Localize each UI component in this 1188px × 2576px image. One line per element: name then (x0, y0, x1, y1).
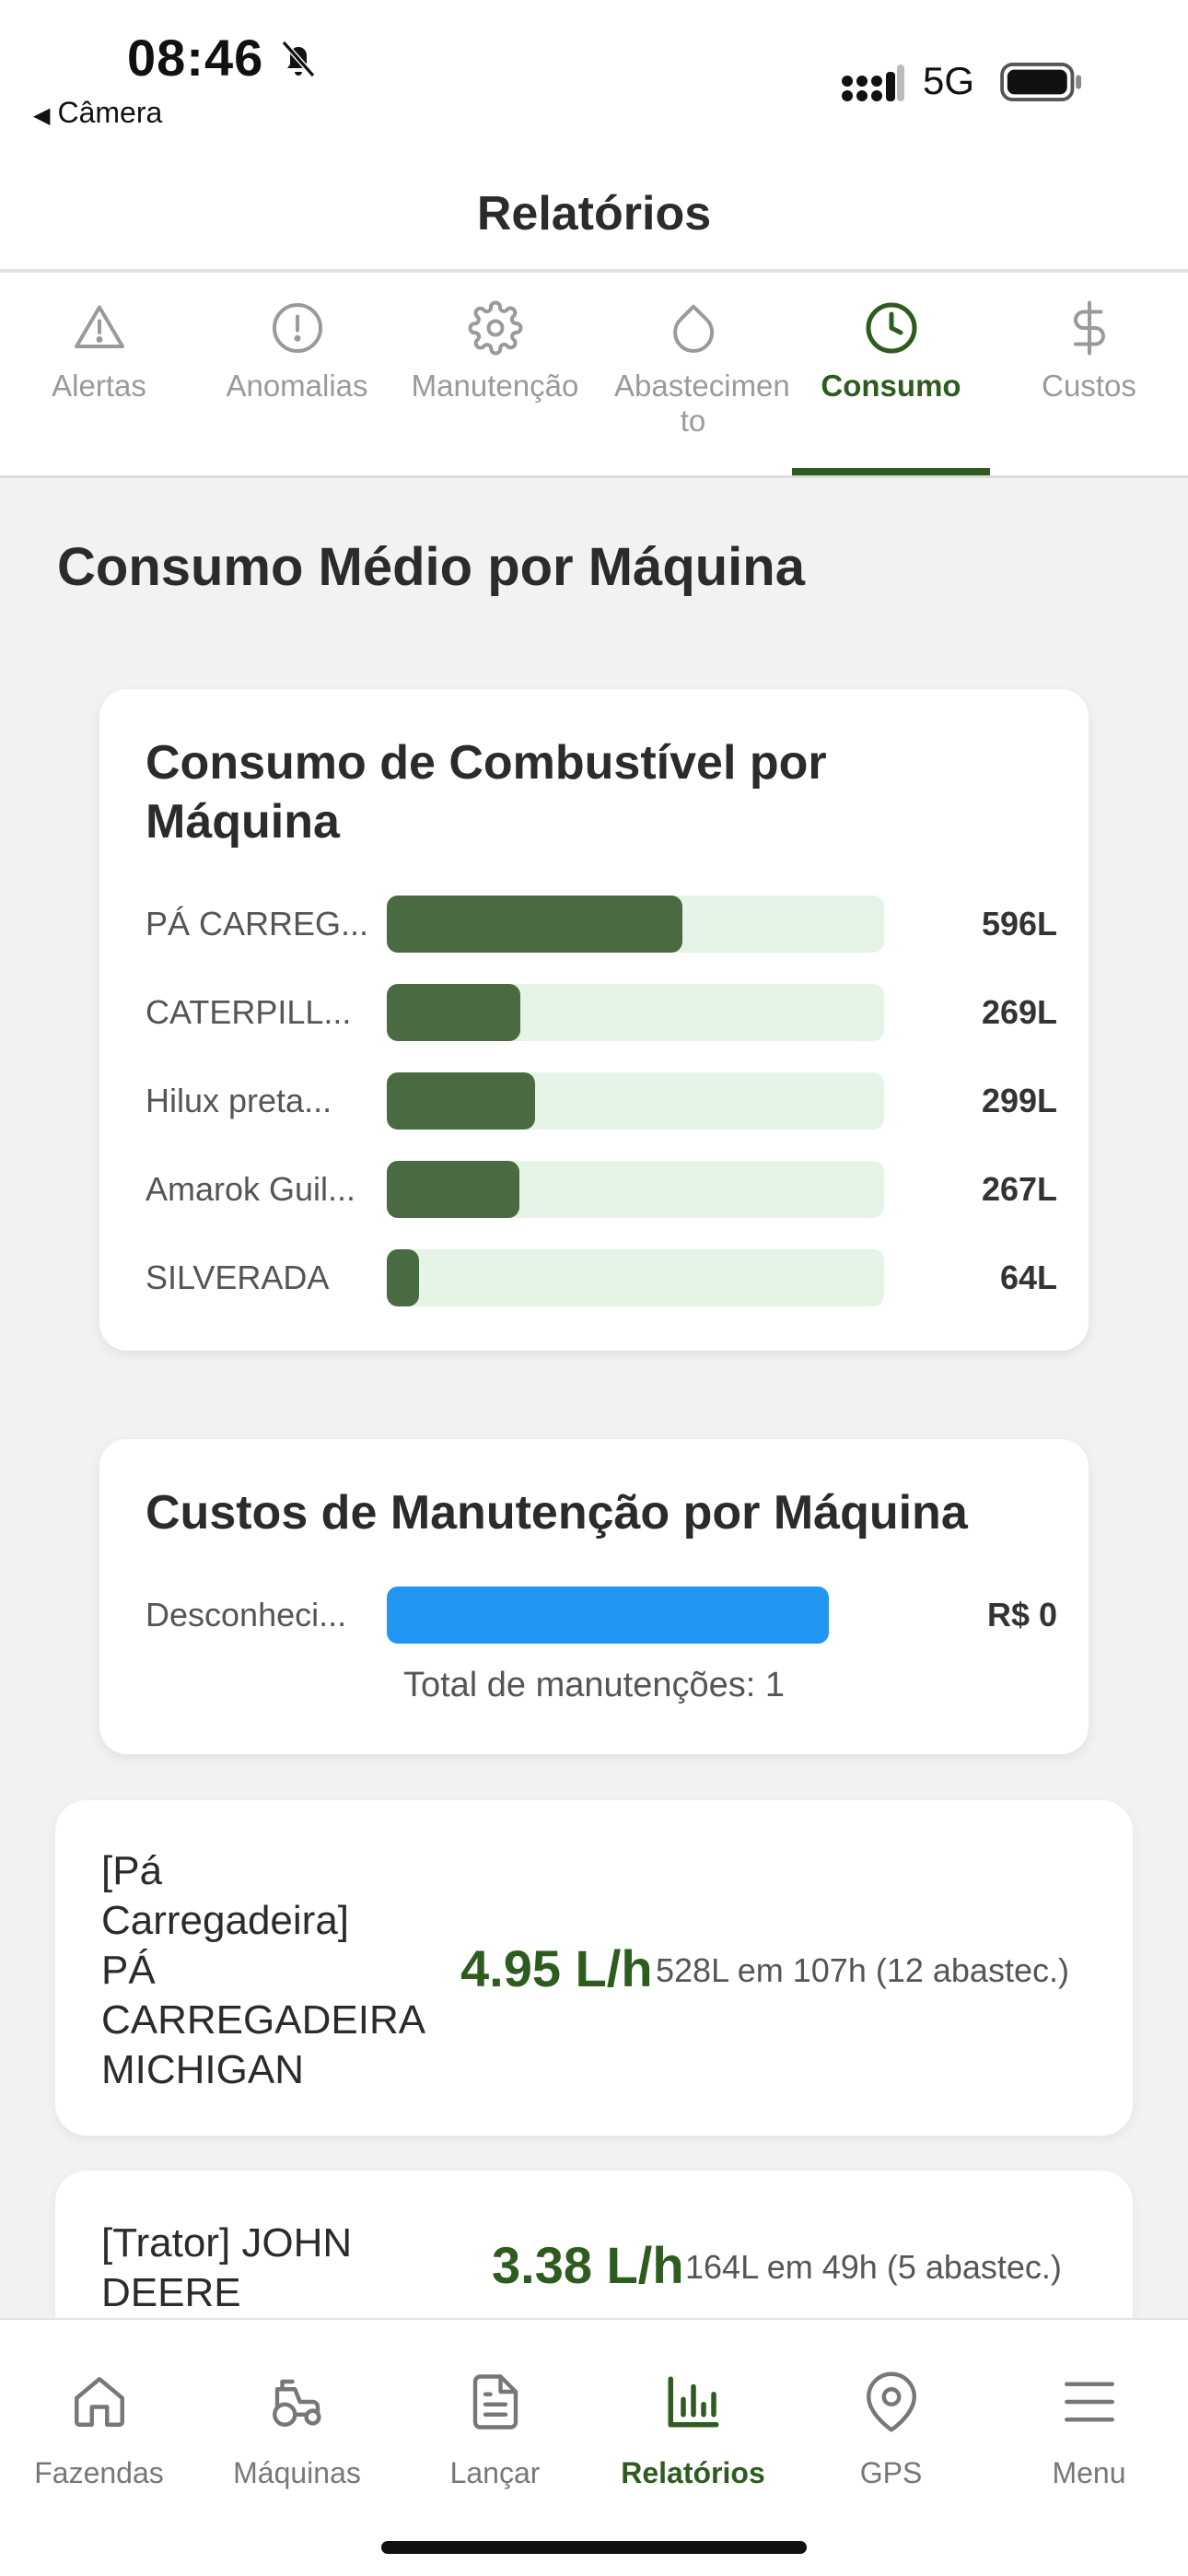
tabs-divider (0, 475, 1188, 478)
consumption-rate: 4.95 L/h (460, 1939, 653, 1997)
nav-label: Máquinas (233, 2456, 361, 2489)
consumption-detail: 164L em 49h (5 abastec.) (685, 2248, 1062, 2286)
machine-consumption-card[interactable]: [Pá Carregadeira] PÁ CARREGADEIRA MICHIG… (55, 1800, 1133, 2136)
alert-octagon-icon (273, 303, 322, 353)
machine-name: Hilux preta... (146, 1082, 332, 1119)
home-icon (75, 2377, 124, 2427)
nav-relatorios[interactable]: Relatórios (594, 2320, 792, 2504)
machine-name: PÁ CARREG... (146, 905, 369, 943)
gear-icon (468, 300, 523, 356)
tab-manutencao[interactable]: Manutenção (396, 273, 594, 477)
fuel-consumption-card: Consumo de Combustível por Máquina PÁ CA… (99, 689, 1089, 1351)
maintenance-total: Total de manutenções: 1 (402, 1666, 786, 1704)
nav-label: Relatórios (621, 2456, 765, 2489)
home-indicator (381, 2541, 807, 2554)
card-title: Consumo de Combustível por Máquina (146, 736, 827, 849)
tab-alertas[interactable]: Alertas (0, 273, 198, 477)
bar-fill (387, 896, 683, 953)
card-title: Custos de Manutenção por Máquina (146, 1486, 968, 1540)
bar-value: 64L (999, 1259, 1057, 1296)
tab-label: Manutenção (411, 369, 579, 403)
tab-label: Alertas (52, 369, 146, 403)
tab-label: Custos (1042, 369, 1136, 403)
bar-value: 267L (981, 1170, 1057, 1208)
tab-abastecimento[interactable]: Abastecimen to (594, 273, 792, 477)
tab-consumo[interactable]: Consumo (792, 273, 990, 477)
bar-value: 299L (981, 1082, 1057, 1119)
page-title: Relatórios (476, 187, 712, 240)
status-time: 08:46 (127, 29, 264, 87)
fuel-row: CATERPILL... 269L (146, 984, 1057, 1041)
bar-value: 596L (981, 905, 1057, 943)
signal-icon (842, 64, 904, 101)
machine-name-line: PÁ (101, 1948, 156, 1993)
bar-track (387, 896, 884, 953)
nav-lancar[interactable]: Lançar (396, 2320, 594, 2504)
tab-custos[interactable]: Custos (990, 273, 1188, 477)
maintenance-cost-card: Custos de Manutenção por Máquina Desconh… (99, 1439, 1089, 1754)
tractor-icon (273, 2379, 321, 2427)
fuel-row: PÁ CARREG... 596L (146, 896, 1057, 953)
bar-fill (387, 1587, 829, 1644)
bar-fill (387, 1161, 519, 1218)
alert-triangle-icon (75, 305, 124, 348)
machine-name: CATERPILL... (146, 993, 352, 1031)
machine-name: Desconheci... (146, 1596, 347, 1633)
machine-name: SILVERADA (146, 1259, 330, 1296)
fuel-row: Hilux preta... 299L (146, 1072, 1057, 1130)
nav-fazendas[interactable]: Fazendas (0, 2320, 198, 2504)
document-icon (472, 2374, 518, 2430)
nav-label: GPS (859, 2456, 923, 2489)
nav-gps[interactable]: GPS (792, 2320, 990, 2504)
network-type: 5G (923, 59, 975, 102)
header-divider (0, 269, 1188, 273)
report-tabs: Alertas Anomalias Manutenção Abastecimen… (0, 273, 1188, 477)
nav-menu[interactable]: Menu (990, 2320, 1188, 2504)
bar-track (387, 1072, 884, 1130)
active-tab-indicator (792, 468, 990, 477)
bell-muted-icon (281, 41, 316, 77)
bar-fill (387, 1249, 419, 1306)
dollar-icon (1074, 300, 1105, 356)
nav-label: Lançar (449, 2456, 541, 2489)
back-to-camera-link[interactable]: ◀ Câmera (33, 96, 162, 130)
bar-track (387, 1161, 884, 1218)
bar-value: 269L (981, 993, 1057, 1031)
machine-name-line: MICHIGAN (101, 2047, 304, 2092)
fuel-row: SILVERADA 64L (146, 1249, 1057, 1306)
menu-icon (1065, 2382, 1114, 2422)
maintenance-row: Desconheci... R$ 0 (146, 1587, 1057, 1644)
nav-maquinas[interactable]: Máquinas (198, 2320, 396, 2504)
bar-fill (387, 984, 521, 1041)
app-header: 08:46 ◀ Câmera 5G Relatórios (0, 0, 1188, 269)
machine-name-line: [Pá (101, 1848, 163, 1893)
nav-label: Fazendas (34, 2456, 164, 2489)
tab-label: Abastecimen to (614, 369, 790, 438)
nav-label: Menu (1052, 2456, 1126, 2489)
consumption-rate: 3.38 L/h (492, 2236, 684, 2294)
consumption-detail: 528L em 107h (12 abastec.) (656, 1951, 1069, 1989)
tab-label: Anomalias (226, 369, 368, 403)
machine-name-line: DEERE (101, 2270, 241, 2315)
fuel-row: Amarok Guil... 267L (146, 1161, 1057, 1218)
bar-track (387, 984, 884, 1041)
bar-track (387, 1249, 884, 1306)
bar-chart-icon (668, 2376, 719, 2428)
clock-icon (866, 302, 917, 354)
battery-icon (1000, 63, 1081, 101)
bottom-navigation: Fazendas Máquinas Lançar Relatórios GPS … (0, 2318, 1188, 2576)
tab-label: Consumo (821, 369, 961, 403)
back-arrow-icon: ◀ (33, 103, 51, 128)
machine-name-line: Carregadeira] (101, 1898, 350, 1943)
tab-anomalias[interactable]: Anomalias (198, 273, 396, 477)
back-label: Câmera (57, 96, 163, 129)
section-title: Consumo Médio por Máquina (57, 537, 805, 597)
map-pin-icon (867, 2371, 916, 2432)
machine-name-line: [Trator] JOHN (101, 2220, 353, 2266)
bar-fill (387, 1072, 536, 1130)
bar-value: R$ 0 (986, 1596, 1057, 1633)
machine-name-line: CARREGADEIRA (101, 1997, 426, 2043)
droplet-icon (673, 304, 715, 353)
machine-name: Amarok Guil... (146, 1170, 356, 1208)
